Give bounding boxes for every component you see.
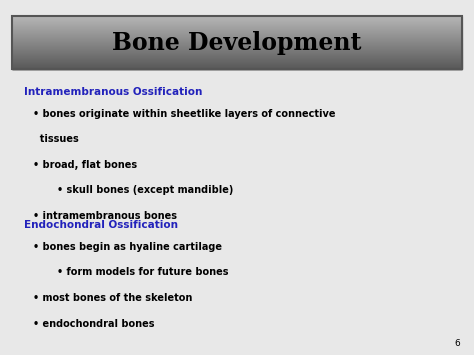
Text: • bones begin as hyaline cartilage: • bones begin as hyaline cartilage <box>33 242 222 252</box>
Text: • broad, flat bones: • broad, flat bones <box>33 160 137 170</box>
Text: • bones originate within sheetlike layers of connective: • bones originate within sheetlike layer… <box>33 109 336 119</box>
Text: 6: 6 <box>454 339 460 348</box>
Text: tissues: tissues <box>33 134 79 144</box>
Text: • skull bones (except mandible): • skull bones (except mandible) <box>57 185 233 195</box>
Text: • most bones of the skeleton: • most bones of the skeleton <box>33 293 192 303</box>
Text: • form models for future bones: • form models for future bones <box>57 267 228 277</box>
Text: Endochondral Ossification: Endochondral Ossification <box>24 220 178 230</box>
Text: Intramembranous Ossification: Intramembranous Ossification <box>24 87 202 97</box>
Text: Bone Development: Bone Development <box>112 31 362 55</box>
Text: • intramembranous bones: • intramembranous bones <box>33 211 177 221</box>
Text: • endochondral bones: • endochondral bones <box>33 318 155 328</box>
